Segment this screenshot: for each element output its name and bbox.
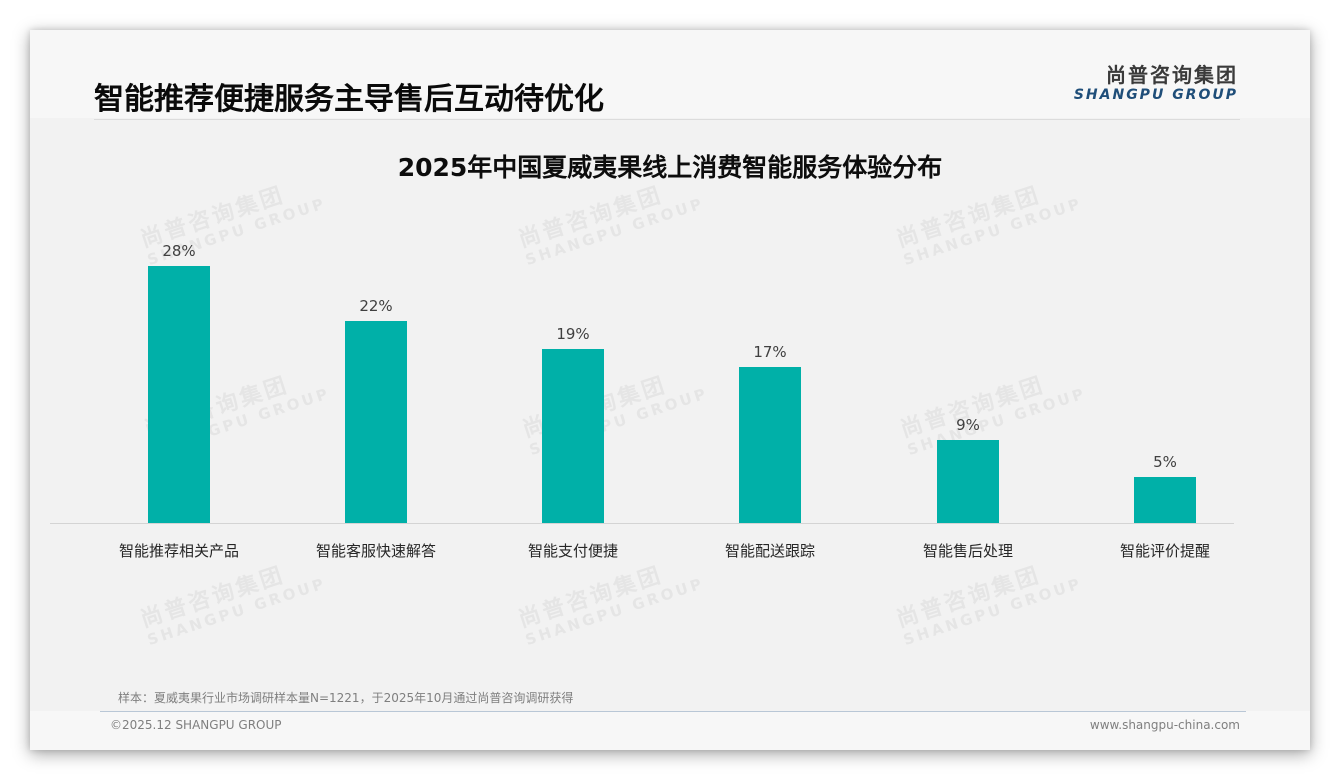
- footer-divider: [100, 711, 1246, 712]
- bar: [1134, 477, 1196, 523]
- x-axis-line: [50, 523, 1234, 524]
- category-label: 智能推荐相关产品: [118, 542, 239, 560]
- bar-group: 17% 智能配送跟踪: [710, 200, 830, 600]
- sample-note: 样本：夏威夷果行业市场调研样本量N=1221，于2025年10月通过尚普咨询调研…: [118, 691, 574, 705]
- copyright: ©2025.12 SHANGPU GROUP: [110, 718, 282, 732]
- bar: [148, 265, 210, 523]
- page-title: 智能推荐便捷服务主导售后互动待优化: [94, 82, 604, 117]
- bar-value-label: 5%: [1153, 453, 1177, 472]
- chart-title: 2025年中国夏威夷果线上消费智能服务体验分布: [397, 153, 943, 182]
- company-logo: 尚普咨询集团 SHANGPU GROUP: [1074, 63, 1238, 103]
- bar: [542, 348, 604, 523]
- bar: [739, 366, 801, 523]
- header-band: [30, 30, 1310, 118]
- bar-value-label: 17%: [753, 342, 787, 361]
- bar-value-label: 22%: [359, 297, 393, 316]
- logo-en-text: SHANGPU GROUP: [1073, 87, 1238, 103]
- bar: [937, 440, 999, 523]
- category-label: 智能评价提醒: [1119, 542, 1210, 560]
- bar-group: 22% 智能客服快速解答: [316, 200, 436, 600]
- bar-chart: 28% 智能推荐相关产品 22% 智能客服快速解答 19% 智能支付便捷 17% 智能配送跟踪…: [50, 200, 1234, 600]
- bar-group: 9% 智能售后处理: [908, 200, 1028, 600]
- category-label: 智能支付便捷: [527, 542, 618, 560]
- logo-cn-text: 尚普咨询集团: [1106, 63, 1238, 87]
- website-link: www.shangpu-china.com: [1089, 718, 1240, 732]
- category-label: 智能客服快速解答: [315, 542, 436, 560]
- bar-group: 5% 智能评价提醒: [1105, 200, 1225, 600]
- footer-band: [30, 711, 1310, 750]
- category-label: 智能售后处理: [922, 542, 1013, 560]
- bar-value-label: 9%: [956, 416, 980, 435]
- bar: [345, 321, 407, 523]
- category-label: 智能配送跟踪: [724, 542, 815, 560]
- bar-value-label: 19%: [556, 324, 590, 343]
- bar-group: 19% 智能支付便捷: [513, 200, 633, 600]
- slide: 智能推荐便捷服务主导售后互动待优化 尚普咨询集团 SHANGPU GROUP 尚…: [30, 30, 1310, 750]
- bar-value-label: 28%: [162, 241, 196, 260]
- header-divider: [94, 119, 1240, 120]
- bar-group: 28% 智能推荐相关产品: [119, 200, 239, 600]
